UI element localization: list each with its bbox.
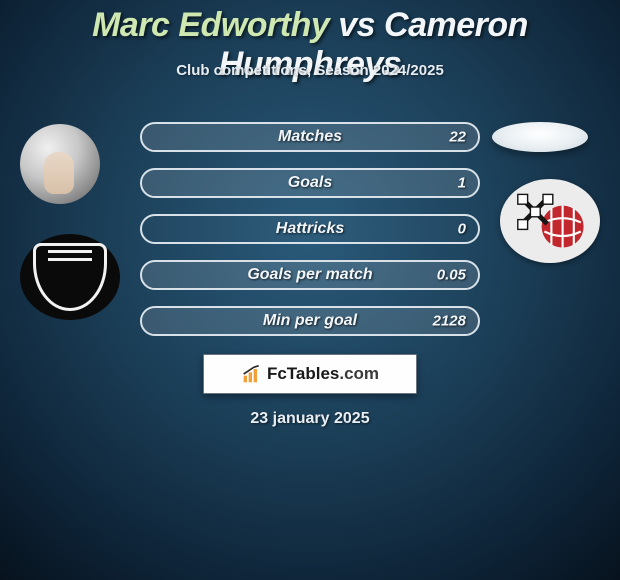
brand-prefix: Fc: [267, 364, 287, 383]
stat-row-goals-per-match: Goals per match 0.05: [140, 260, 480, 290]
stat-pills: Matches 22 Goals 1 Hattricks 0 Goals per…: [140, 122, 480, 352]
stat-label: Matches: [278, 128, 342, 146]
club2-crest-icon: [511, 186, 589, 256]
stat-right-value: 0: [458, 221, 466, 238]
stat-label: Min per goal: [263, 312, 357, 330]
club1-shield-icon: [33, 243, 107, 311]
player2-avatar: [492, 122, 588, 152]
stat-label: Goals: [288, 174, 332, 192]
player2-club-badge: [500, 179, 600, 263]
stat-label: Goals per match: [247, 266, 372, 284]
brand-main: Tables: [287, 364, 340, 383]
brand-box[interactable]: FcTables.com: [203, 354, 417, 394]
comparison-card: Marc Edworthy vs Cameron Humphreys Club …: [0, 0, 620, 580]
stat-row-hattricks: Hattricks 0: [140, 214, 480, 244]
brand-text: FcTables.com: [267, 364, 379, 384]
stat-right-value: 22: [449, 129, 466, 146]
brand-suffix: .com: [339, 364, 379, 383]
player1-avatar: [20, 124, 100, 204]
player1-name: Marc Edworthy: [92, 6, 329, 44]
subtitle: Club competitions, Season 2024/2025: [0, 62, 620, 79]
stat-label: Hattricks: [276, 220, 344, 238]
date-label: 23 january 2025: [0, 410, 620, 428]
bar-chart-icon: [241, 364, 263, 384]
player1-club-badge: [20, 234, 120, 320]
stat-right-value: 2128: [433, 313, 466, 330]
stat-row-matches: Matches 22: [140, 122, 480, 152]
stat-row-min-per-goal: Min per goal 2128: [140, 306, 480, 336]
stat-row-goals: Goals 1: [140, 168, 480, 198]
stat-right-value: 1: [458, 175, 466, 192]
stat-right-value: 0.05: [437, 267, 466, 284]
vs-separator: vs: [338, 6, 375, 44]
